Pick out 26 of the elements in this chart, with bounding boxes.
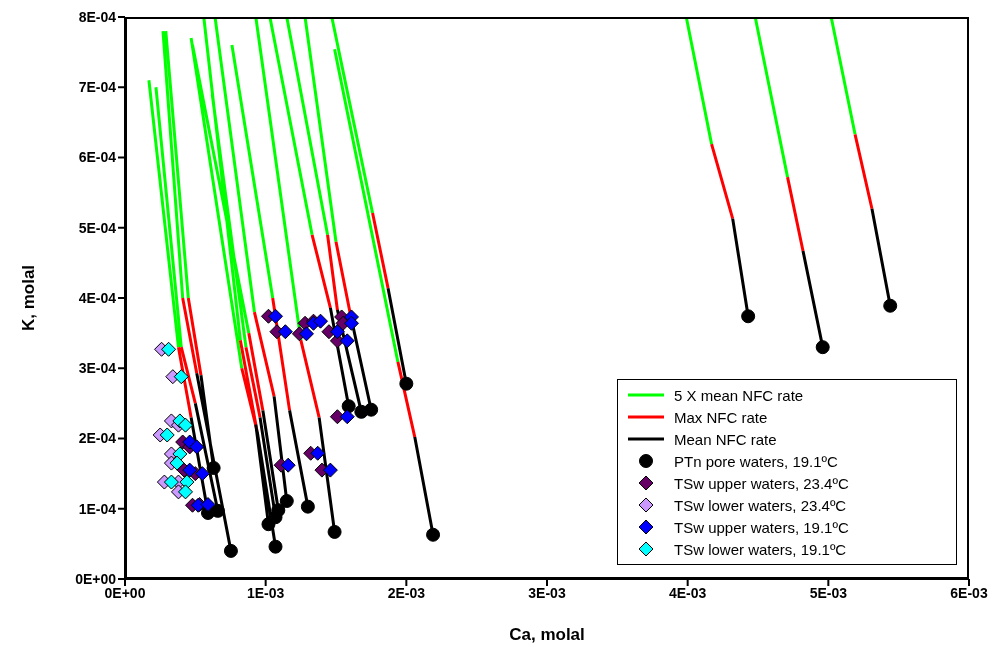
x-axis-title: Ca, molal	[509, 625, 585, 644]
x-tick-label: 4E-03	[668, 584, 707, 601]
y-tick-label: 1E-04	[78, 500, 117, 517]
y-tick-label: 3E-04	[78, 360, 117, 377]
x-tick-label: 1E-03	[246, 584, 285, 601]
legend-label: PTn pore waters, 19.1ºC	[674, 452, 838, 470]
x-tick-label: 5E-03	[809, 584, 848, 601]
x-tick-label: 3E-03	[528, 584, 566, 601]
legend-label: TSw lower waters, 19.1ºC	[674, 540, 847, 558]
legend-label: Max NFC rate	[674, 408, 768, 426]
y-tick-label: 8E-04	[78, 8, 117, 25]
y-tick-label: 6E-04	[78, 149, 117, 166]
legend-label: TSw upper waters, 23.4ºC	[674, 474, 849, 492]
y-tick-label: 5E-04	[78, 219, 117, 236]
y-tick-label: 0E+00	[75, 570, 117, 587]
legend-label: TSw upper waters, 19.1ºC	[674, 518, 849, 536]
x-tick-label: 0E+00	[104, 584, 146, 601]
y-axis-title: K, molal	[19, 264, 39, 332]
legend-label: TSw lower waters, 23.4ºC	[674, 496, 847, 514]
y-tick-label: 4E-04	[78, 289, 117, 306]
x-tick-label: 2E-03	[387, 584, 426, 601]
legend-label: 5 X mean NFC rate	[674, 386, 804, 404]
y-tick-label: 7E-04	[78, 79, 117, 96]
x-tick-label: 6E-03	[950, 584, 988, 601]
y-tick-label: 2E-04	[78, 430, 117, 447]
legend-label: Mean NFC rate	[674, 430, 777, 448]
